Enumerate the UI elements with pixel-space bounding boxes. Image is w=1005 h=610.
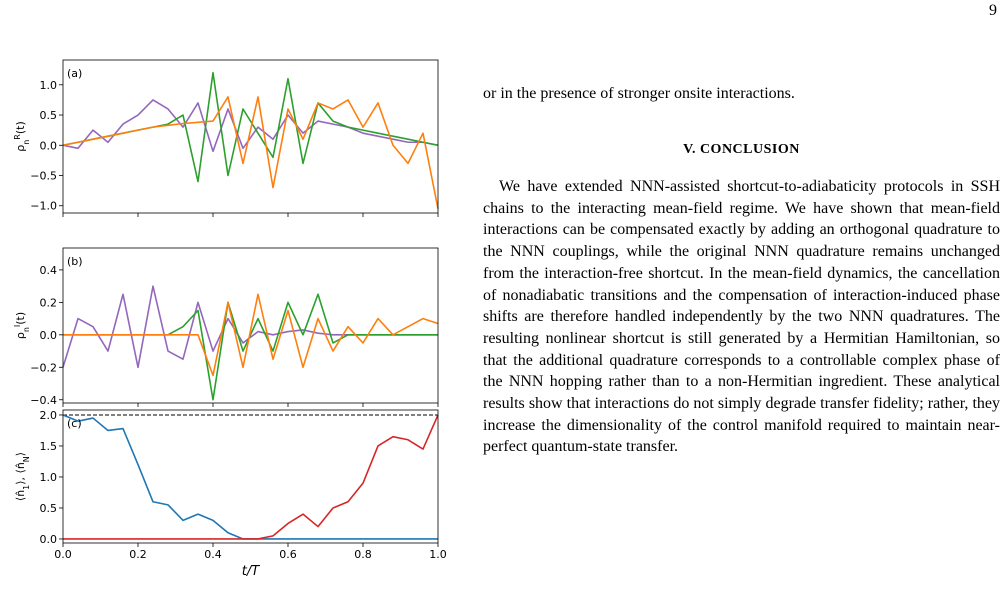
x-axis-label: t/T xyxy=(242,564,260,579)
y-tick-label: 2.0 xyxy=(40,409,58,422)
data-line xyxy=(63,293,439,377)
axes-frame xyxy=(62,247,439,404)
paragraph: We have extended NNN-assisted shortcut-t… xyxy=(483,178,1000,456)
y-tick-label: −0.2 xyxy=(30,361,57,374)
x-tick-label: 0.6 xyxy=(279,548,297,561)
y-tick-label: 0.2 xyxy=(40,296,58,309)
y-axis-label: ρnI(t) xyxy=(13,312,31,339)
panel-label: (a) xyxy=(67,67,82,80)
y-axis-label: ρnR(t) xyxy=(13,121,31,152)
y-tick-label: −0.5 xyxy=(30,170,57,183)
x-tick-label: 0.4 xyxy=(204,548,222,561)
y-label-part: (t) xyxy=(14,312,27,325)
x-tick-label: 0.0 xyxy=(54,548,72,561)
y-label-part: N xyxy=(22,456,31,462)
y-tick-label: 1.0 xyxy=(40,79,58,92)
y-tick-label: −1.0 xyxy=(30,200,57,213)
text-line: or in the presence of stronger onsite in… xyxy=(483,85,795,102)
data-line xyxy=(62,96,439,209)
y-label-part: ρ xyxy=(14,332,27,339)
y-tick-label: 0.0 xyxy=(40,533,58,546)
y-tick-label: 0.0 xyxy=(40,139,58,152)
axes-frame xyxy=(62,409,439,544)
y-axis-label: ⟨n̂1⟩, ⟨n̂N⟩ xyxy=(14,452,31,501)
y-label-part: I xyxy=(13,325,22,327)
y-label-part: 1 xyxy=(22,485,31,490)
x-tick-label: 1.0 xyxy=(429,548,447,561)
panel-label: (c) xyxy=(67,417,82,430)
figure: 1.00.50.0−0.5−1.0(a)ρnR(t)0.40.20.0−0.2−… xyxy=(13,59,447,579)
axes-frame xyxy=(62,59,439,214)
y-tick-label: 0.4 xyxy=(40,264,58,277)
y-tick-label: 0.5 xyxy=(40,109,58,122)
x-tick-label: 0.8 xyxy=(354,548,372,561)
page-number: 9 xyxy=(989,2,997,19)
y-label-part: ⟨n̂ xyxy=(14,490,27,501)
panel-label: (b) xyxy=(67,255,83,268)
y-tick-label: −0.4 xyxy=(30,394,57,407)
y-tick-label: 0.5 xyxy=(40,502,58,515)
y-label-part: ⟩ xyxy=(14,452,27,456)
y-label-part: n xyxy=(22,140,31,145)
y-label-part: n xyxy=(22,327,31,332)
x-tick-label: 0.2 xyxy=(129,548,147,561)
data-line xyxy=(62,99,439,153)
y-label-part: ⟩, ⟨n̂ xyxy=(14,462,27,485)
data-line xyxy=(63,414,439,540)
section-heading: V. CONCLUSION xyxy=(683,142,800,157)
y-tick-label: 1.5 xyxy=(40,440,58,453)
data-line xyxy=(62,414,438,540)
y-label-part: R xyxy=(13,134,22,140)
y-label-part: ρ xyxy=(14,145,27,152)
data-line xyxy=(62,285,438,369)
y-tick-label: 1.0 xyxy=(40,471,58,484)
y-label-part: (t) xyxy=(14,121,27,134)
y-tick-label: 0.0 xyxy=(40,329,58,342)
